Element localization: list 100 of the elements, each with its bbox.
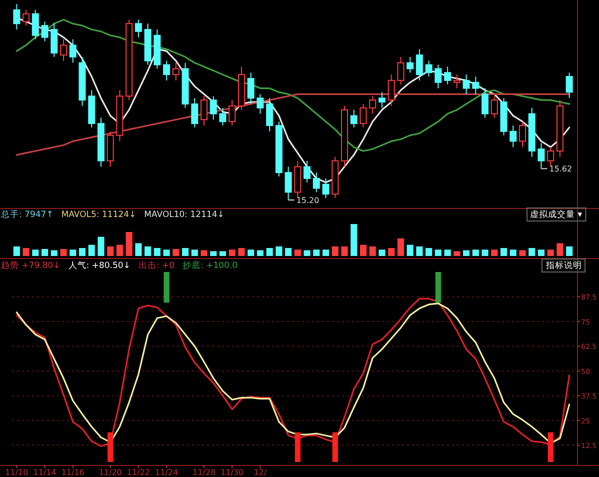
bar <box>238 248 245 256</box>
bar <box>98 236 104 256</box>
x-tick-label: 11/22 <box>126 468 150 477</box>
text: 指标说明 <box>545 260 582 271</box>
candlestick <box>444 66 452 85</box>
bar <box>444 250 451 256</box>
bar <box>463 250 470 256</box>
bar <box>397 238 404 256</box>
bar <box>482 250 488 256</box>
candlestick <box>219 107 226 126</box>
bar <box>538 250 544 256</box>
candlestick <box>256 94 264 114</box>
bar <box>341 246 348 256</box>
candlestick <box>210 96 217 120</box>
candlestick <box>462 74 470 95</box>
bar <box>13 246 20 256</box>
text: 趋势 +79.80↓ <box>1 260 60 271</box>
bar <box>276 246 282 256</box>
bar <box>285 248 292 256</box>
x-tick-label: 11/16 <box>61 468 84 477</box>
bar <box>556 243 564 256</box>
annotation: 15.20 <box>296 196 320 205</box>
candlestick <box>453 74 460 89</box>
bar <box>107 246 114 256</box>
candlestick <box>472 76 480 95</box>
bar <box>547 250 554 256</box>
bar <box>200 250 208 256</box>
candlestick <box>518 121 526 148</box>
candlestick <box>191 98 198 128</box>
candlestick <box>134 19 142 38</box>
candlestick <box>322 178 330 199</box>
candlestick <box>490 96 498 118</box>
bar <box>313 250 320 256</box>
bar <box>500 248 508 256</box>
candlestick <box>22 9 30 26</box>
bar <box>78 248 86 256</box>
bar <box>360 244 367 256</box>
bar <box>32 250 39 256</box>
bar <box>191 250 198 256</box>
bar <box>566 246 573 256</box>
text: 虚拟成交量 ▾ <box>530 209 583 220</box>
bar <box>228 250 236 256</box>
candlestick <box>50 23 58 58</box>
candlestick <box>406 56 414 74</box>
bar <box>50 250 58 256</box>
candlestick <box>482 88 489 118</box>
bar <box>322 250 330 256</box>
bar <box>126 232 132 256</box>
x-tick-label: 11/10 <box>5 468 28 477</box>
candlestick <box>416 48 423 81</box>
candlestick <box>538 142 545 170</box>
bar <box>369 246 376 256</box>
bar <box>519 250 526 256</box>
bar <box>294 250 301 256</box>
bar <box>116 244 123 256</box>
bar <box>472 250 479 256</box>
bar <box>256 250 264 256</box>
bar <box>426 248 432 256</box>
candlestick <box>434 64 442 89</box>
candlestick <box>304 160 311 183</box>
candlestick <box>41 21 48 42</box>
x-tick-label: 11/28 <box>192 468 216 477</box>
bar <box>528 248 536 256</box>
candlestick <box>388 74 395 106</box>
candlestick <box>60 38 68 62</box>
text: 抄底: +100.0 <box>182 260 238 271</box>
candlestick <box>172 62 180 81</box>
bar <box>210 251 217 256</box>
bar <box>406 244 414 256</box>
bar <box>182 248 189 256</box>
candlestick <box>32 9 39 40</box>
bar <box>88 244 95 256</box>
candlestick <box>247 72 254 104</box>
x-tick-label: 11/30 <box>220 468 244 477</box>
candlestick <box>13 4 20 30</box>
candlestick <box>360 103 367 128</box>
candlestick <box>510 125 517 148</box>
x-tick-label: 12/ <box>254 468 267 477</box>
bar <box>219 251 226 256</box>
bar <box>378 250 386 256</box>
text: MAVOL10: 12114↓ <box>144 210 224 220</box>
bar <box>154 248 160 256</box>
bar <box>22 248 30 256</box>
candlestick <box>369 96 376 114</box>
candlestick <box>163 60 170 81</box>
candlestick <box>228 100 236 126</box>
candlestick <box>378 92 386 108</box>
bar <box>388 248 395 256</box>
bar <box>266 248 273 256</box>
x-tick-label: 11/14 <box>33 468 56 477</box>
bar <box>454 251 460 256</box>
text: 总手: 7947↑ <box>0 209 54 220</box>
x-tick-label: 11/24 <box>155 468 178 477</box>
bar <box>42 248 48 256</box>
bar <box>248 250 254 256</box>
bar <box>60 248 67 256</box>
bar <box>434 250 442 256</box>
text: MAVOL5: 11124↓ <box>61 210 136 220</box>
bar <box>144 246 152 256</box>
candlestick <box>284 166 292 200</box>
